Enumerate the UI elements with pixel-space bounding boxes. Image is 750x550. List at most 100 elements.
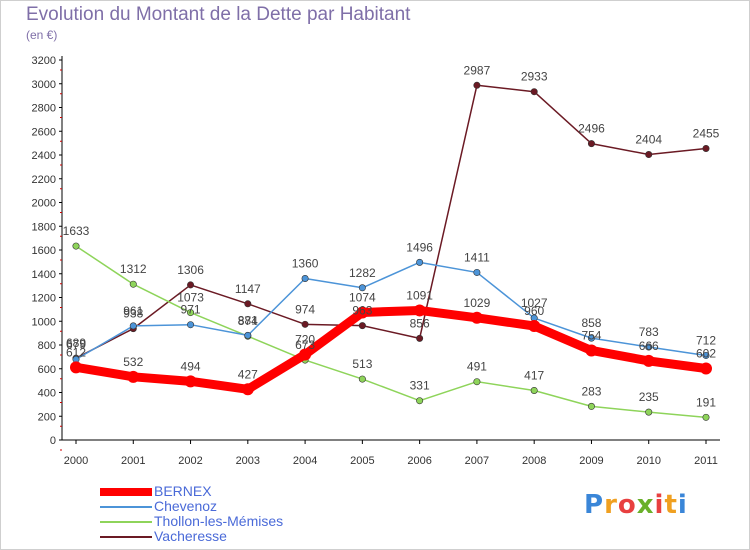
data-label: 417 [524,368,544,382]
logo-letter: t [664,490,678,520]
data-label: 1496 [406,240,433,254]
data-point [416,397,424,405]
x-tick-label: 2009 [579,455,603,467]
data-point [587,334,595,342]
data-label: 971 [181,303,201,317]
y-tick-label: 600 [38,364,56,376]
data-label: 2455 [693,126,720,140]
data-point [184,375,197,388]
y-tick-label: 3000 [32,79,56,91]
x-tick-label: 2001 [121,455,145,467]
data-point [530,88,538,96]
y-tick-label: 400 [38,388,56,400]
x-tick-label: 2002 [178,455,202,467]
data-point [470,311,483,324]
legend-label: Thollon-les-Mémises [154,513,284,529]
data-label: 938 [123,307,143,321]
x-tick-label: 2004 [293,455,317,467]
data-point [702,351,710,359]
logo-letter: i [654,490,665,520]
data-label: 1306 [177,263,204,277]
data-point [530,386,538,394]
data-label: 283 [581,384,601,398]
data-label: 673 [295,338,315,352]
data-label: 666 [639,339,659,353]
data-label: 612 [66,345,86,359]
data-label: 963 [352,304,372,318]
data-point [187,281,195,289]
series-line-thollon-les-m-mises [75,245,707,419]
data-point [358,284,366,292]
data-label: 235 [639,390,659,404]
data-point [358,322,366,330]
data-point [358,375,366,383]
logo-letter: r [604,490,618,520]
x-tick-label: 2006 [407,455,431,467]
data-point [585,344,598,357]
legend-label: Vacheresse [154,528,227,544]
data-point [587,140,595,148]
legend: BERNEX Chevenoz Thollon-les-Mémises Vach… [100,483,400,544]
data-label: 602 [696,347,716,361]
y-tick-label: 2000 [32,198,56,210]
legend-swatch [100,521,152,523]
data-label: 881 [238,313,258,327]
data-point [473,268,481,276]
legend-swatch [100,506,152,508]
data-label: 960 [524,304,544,318]
data-label: 720 [295,333,315,347]
data-label: 1633 [63,224,90,238]
x-tick-label: 2010 [636,455,660,467]
x-tick-label: 2011 [694,455,718,467]
y-tick-label: 1400 [32,269,56,281]
y-tick-label: 0 [50,435,56,447]
data-point [645,408,653,416]
data-label: 1282 [349,266,376,280]
data-point [301,274,309,282]
legend-item-bernex: BERNEX [100,483,400,499]
data-point [70,361,82,374]
data-point [413,304,426,317]
data-point [187,321,195,329]
data-label: 689 [66,336,86,350]
series-line-bernex [71,305,711,394]
data-label: 491 [467,360,487,374]
data-point [129,280,137,288]
y-tick-label: 2600 [32,126,56,138]
legend-item-thollon: Thollon-les-Mémises [100,513,400,529]
y-tick-label: 2400 [32,150,56,162]
proxiti-logo: Proxiti [584,490,688,520]
y-tick-label: 2200 [32,174,56,186]
legend-swatch [100,536,152,538]
data-point [127,370,140,383]
data-point [645,343,653,351]
data-point [645,151,653,159]
y-tick-label: 1600 [32,245,56,257]
data-point [700,362,712,375]
data-label: 712 [696,333,716,347]
x-tick-label: 2008 [522,455,546,467]
data-label: 1312 [120,262,147,276]
data-point [416,334,424,342]
data-label: 783 [639,325,659,339]
legend-label: BERNEX [154,483,212,499]
data-label: 1091 [406,288,433,302]
data-point [301,320,309,328]
y-tick-label: 1000 [32,316,56,328]
data-label: 856 [410,316,430,330]
data-point [528,320,541,332]
y-tick-label: 2800 [32,103,56,115]
data-label: 1411 [464,250,490,264]
data-label: 513 [352,357,372,371]
y-tick-label: 800 [38,340,56,352]
data-label: 331 [410,379,430,393]
legend-item-vacheresse: Vacheresse [100,528,400,544]
x-tick-label: 2007 [465,455,489,467]
data-label: 494 [181,359,201,373]
data-point [244,300,252,308]
data-label: 961 [123,304,143,318]
data-point [129,322,137,330]
data-point [244,331,252,339]
data-label: 2496 [578,122,605,136]
